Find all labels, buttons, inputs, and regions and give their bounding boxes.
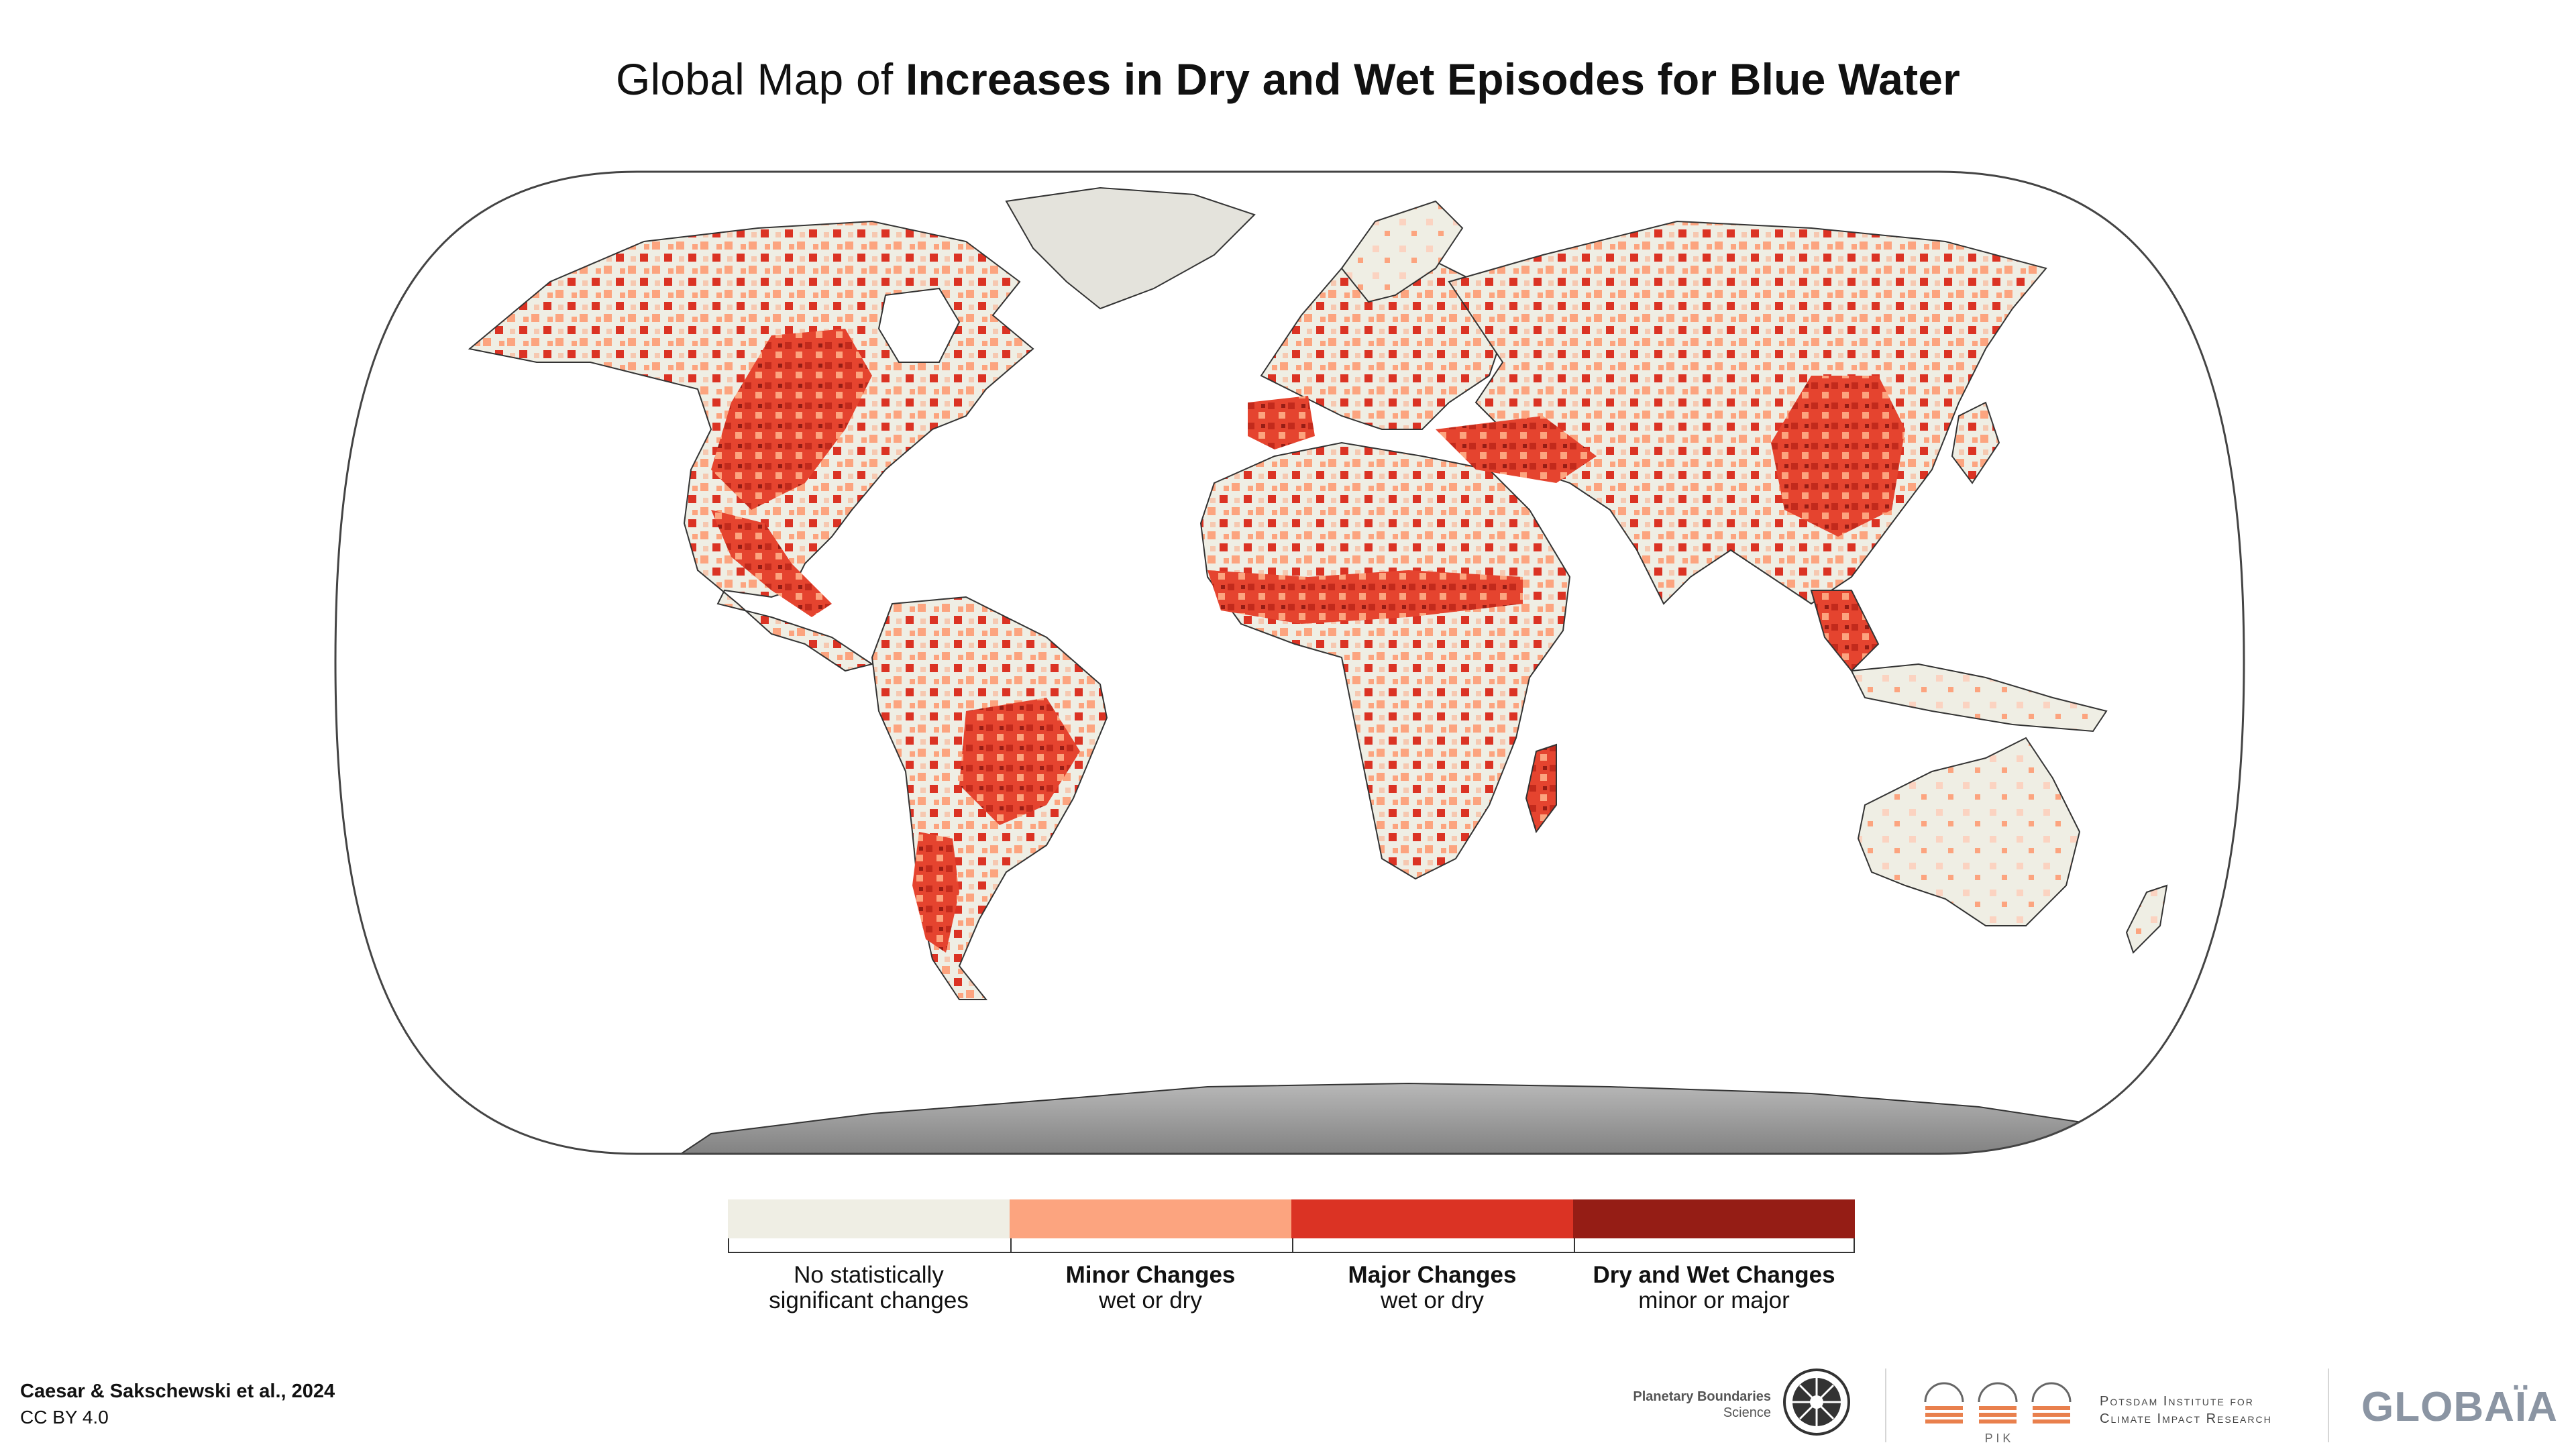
madagascar <box>1525 743 1557 834</box>
north-america-west-hotspot <box>711 329 872 510</box>
pbs-wordmark: Planetary Boundaries Science <box>1633 1389 1771 1421</box>
indonesia <box>1850 663 2108 733</box>
license: CC BY 4.0 <box>20 1407 109 1428</box>
legend-swatch-minor <box>1010 1199 1291 1238</box>
japan <box>1951 401 2000 484</box>
logo-divider <box>1885 1368 1886 1442</box>
antarctica <box>668 1082 2149 1154</box>
legend-bracket <box>728 1238 1855 1253</box>
page-title: Global Map of Increases in Dry and Wet E… <box>0 54 2576 105</box>
pik-wordmark: Potsdam Institute for Climate Impact Res… <box>2100 1393 2272 1428</box>
hudson-bay <box>877 287 961 363</box>
brazil-hotspot <box>959 698 1080 825</box>
legend-label-title: Major Changes <box>1348 1262 1517 1288</box>
legend-label-title: Dry and Wet Changes <box>1593 1262 1835 1288</box>
legend-label-subtitle: wet or dry <box>1099 1287 1202 1313</box>
legend-label-subtitle: significant changes <box>769 1287 969 1313</box>
mexico-hotspot <box>711 510 832 617</box>
middle-east-hotspot <box>1436 416 1597 483</box>
title-emphasis: Increases in Dry and Wet Episodes for Bl… <box>906 54 1961 104</box>
globaia-logo: GLOBAÏA <box>2361 1362 2563 1442</box>
legend-label-minor: Minor Changes wet or dry <box>1010 1263 1291 1313</box>
pbs-subname: Science <box>1723 1405 1771 1420</box>
legend-tick <box>1574 1238 1575 1252</box>
africa <box>1199 441 1571 880</box>
legend-swatch-dry-wet <box>1573 1199 1855 1238</box>
pbs-logo: Planetary Boundaries Science <box>1597 1362 1851 1442</box>
legend-label-major: Major Changes wet or dry <box>1291 1263 1573 1313</box>
legend-labels: No statistically significant changes Min… <box>728 1263 1855 1313</box>
pik-letters: P I K <box>1985 1432 2011 1445</box>
logo-divider <box>2328 1368 2329 1442</box>
andes-hotspot <box>912 832 959 953</box>
legend-label-title: No statistically <box>794 1262 944 1288</box>
globaia-wordmark: GLOBAÏA <box>2361 1384 2558 1430</box>
pik-logo: P I K Potsdam Institute for Climate Impa… <box>1919 1362 2294 1445</box>
new-zealand <box>2125 884 2168 954</box>
australia <box>1857 737 2081 926</box>
legend-label-no-change: No statistically significant changes <box>728 1263 1010 1313</box>
source-credit: Caesar & Sakschewski et al., 2024 CC BY … <box>20 1381 335 1428</box>
legend-color-bar <box>728 1199 1855 1238</box>
planetary-boundaries-icon <box>1783 1368 1850 1436</box>
legend-swatch-major <box>1291 1199 1573 1238</box>
pik-icon: P I K <box>1924 1382 2072 1445</box>
china-hotspot <box>1771 376 1905 537</box>
legend-label-subtitle: minor or major <box>1638 1287 1790 1313</box>
southeast-asia <box>1810 590 1880 672</box>
legend-swatch-no-change <box>728 1199 1010 1238</box>
legend-tick <box>1292 1238 1293 1252</box>
sahel-hotspot <box>1208 570 1523 624</box>
pik-name-line1: Potsdam Institute for <box>2100 1394 2254 1409</box>
map-legend: No statistically significant changes Min… <box>728 1199 1855 1313</box>
citation: Caesar & Sakschewski et al., 2024 <box>20 1381 335 1402</box>
greenland <box>1005 186 1256 310</box>
pik-name-line2: Climate Impact Research <box>2100 1411 2272 1426</box>
scandinavia <box>1340 200 1464 303</box>
legend-label-title: Minor Changes <box>1065 1262 1236 1288</box>
legend-tick <box>1010 1238 1012 1252</box>
legend-label-subtitle: wet or dry <box>1381 1287 1484 1313</box>
legend-label-dry-wet: Dry and Wet Changes minor or major <box>1573 1263 1855 1313</box>
map-frame <box>334 170 2245 1155</box>
iberia-hotspot <box>1248 396 1315 449</box>
pbs-name: Planetary Boundaries <box>1633 1389 1771 1404</box>
title-prefix: Global Map of <box>615 54 894 104</box>
